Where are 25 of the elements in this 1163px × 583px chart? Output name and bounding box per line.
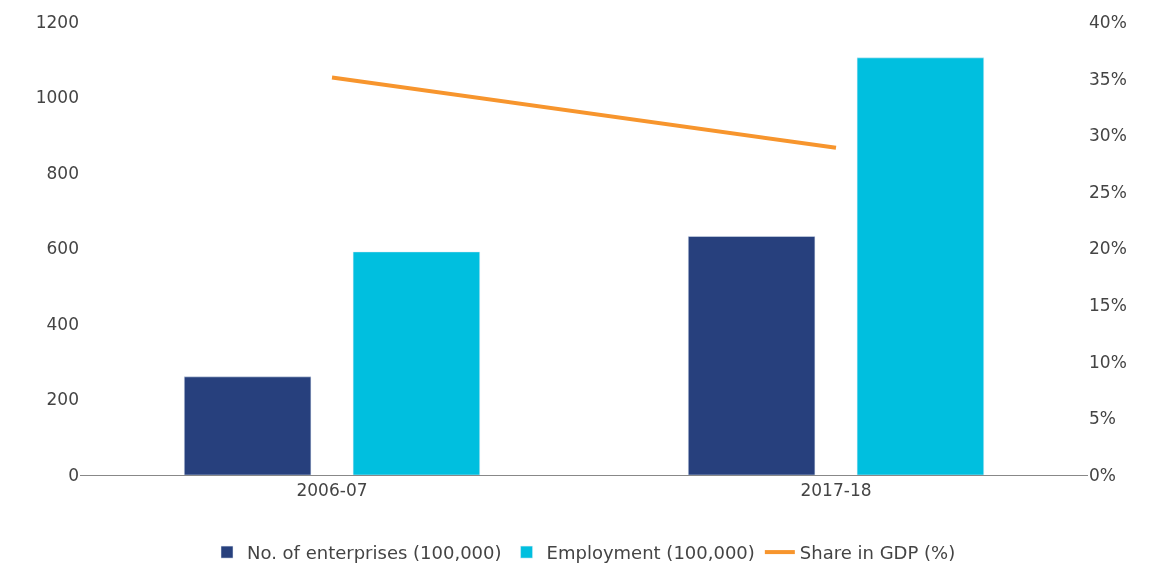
legend-label: No. of enterprises (100,000) [247, 542, 502, 564]
y2-tick-label: 40% [1089, 11, 1127, 32]
y-tick-label: 200 [46, 389, 79, 410]
x-tick-label: 2006-07 [296, 480, 368, 501]
y2-tick-label: 10% [1089, 351, 1127, 372]
y2-tick-label: 25% [1089, 181, 1127, 202]
y-tick-label: 400 [46, 313, 79, 334]
y-tick-label: 1200 [35, 11, 79, 32]
y2-tick-label: 30% [1089, 125, 1127, 146]
bar [688, 236, 816, 475]
x-tick-label: 2017-18 [800, 480, 872, 501]
y-tick-label: 0 [68, 464, 79, 485]
y2-tick-label: 35% [1089, 68, 1127, 89]
legend-label: Share in GDP (%) [799, 542, 956, 564]
y-tick-label: 1000 [35, 87, 79, 108]
bar [352, 251, 480, 475]
y-tick-label: 600 [46, 238, 79, 259]
y2-tick-label: 0% [1089, 464, 1116, 485]
bar [184, 376, 312, 475]
y-tick-label: 800 [46, 162, 79, 183]
legend-label: Employment (100,000) [546, 542, 755, 564]
y2-tick-label: 20% [1089, 238, 1127, 259]
y2-tick-label: 5% [1089, 408, 1116, 429]
y2-tick-label: 15% [1089, 295, 1127, 316]
bar [856, 57, 984, 475]
